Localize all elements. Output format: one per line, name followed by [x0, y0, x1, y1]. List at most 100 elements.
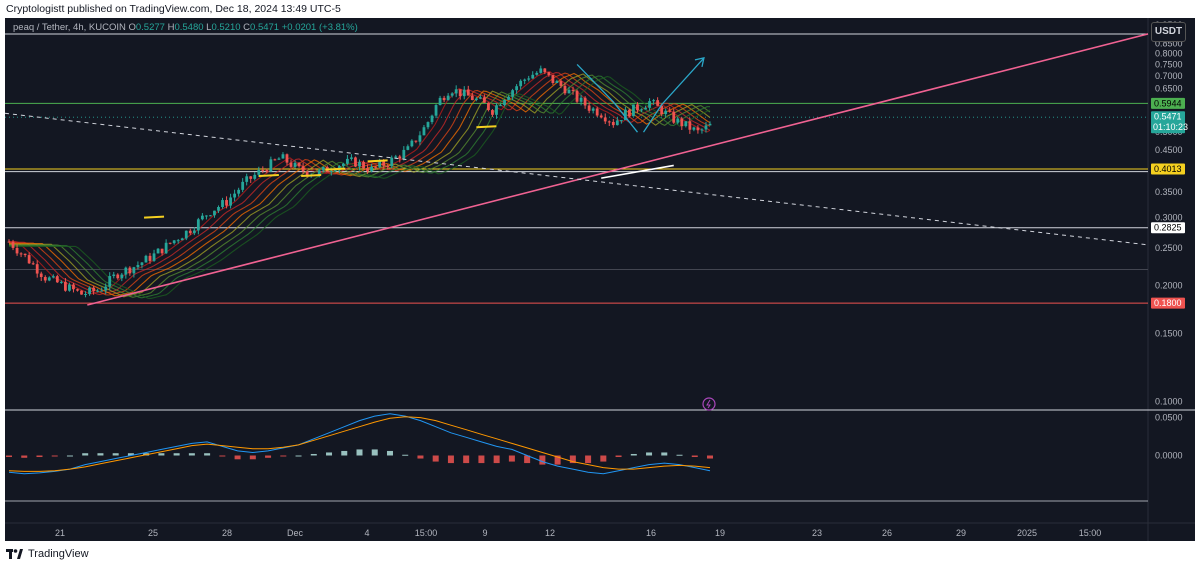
candle-body [410, 140, 414, 147]
candle-body [692, 127, 696, 130]
macd-histogram-bar [539, 455, 546, 465]
candle-body [438, 97, 442, 106]
candle-body [213, 210, 216, 216]
candle-body [76, 289, 79, 291]
candle-body [205, 215, 208, 217]
macd-histogram-bar [36, 455, 43, 458]
candle-body [47, 277, 51, 281]
candle-body [209, 215, 212, 217]
macd-histogram-bar [82, 453, 89, 456]
macd-histogram-bar [417, 455, 424, 459]
candle-body [607, 121, 611, 123]
macd-histogram-bar [508, 455, 515, 462]
candle-body [402, 149, 406, 159]
price-label-badge [1151, 111, 1185, 134]
macd-histogram-bar [280, 455, 287, 457]
time-tick-label: 21 [55, 528, 65, 538]
signal-line [8, 416, 711, 472]
candle-body [523, 79, 527, 81]
ema-ribbon-line [9, 72, 711, 296]
projection-left-path [576, 63, 639, 133]
candle-body [442, 97, 446, 101]
candle-body [160, 248, 164, 254]
time-tick-label: 25 [148, 528, 158, 538]
candle-body [656, 100, 660, 106]
candle-body [434, 105, 438, 116]
candle-body [225, 200, 228, 206]
yellow-mark [367, 159, 388, 163]
high-value: 0.5480 [174, 22, 204, 33]
candle-body [172, 240, 176, 244]
candle-body [51, 276, 55, 278]
candle-body [499, 105, 502, 107]
candle-body [390, 157, 394, 167]
candle-body [11, 241, 15, 248]
candle-body [644, 107, 647, 110]
symbol-legend[interactable]: peaq / Tether, 4h, KUCOIN O0.5277 H0.548… [13, 22, 358, 33]
candle-body [108, 276, 112, 287]
candle-body [491, 110, 494, 115]
drawings-layer [5, 33, 1149, 411]
macd-indicator-layer: 0.0500 0.0000 [6, 413, 1183, 475]
low-value: 0.5210 [211, 22, 241, 33]
price-tick-label: 0.2000 [1155, 280, 1183, 290]
macd-histogram-bar [569, 455, 576, 464]
candle-body [406, 146, 410, 150]
currency-button[interactable]: USDT [1151, 22, 1186, 42]
macd-histogram-bar [173, 453, 180, 456]
candles-layer [7, 65, 712, 298]
macd-histogram-bar [630, 453, 637, 456]
macd-histogram-bar [6, 455, 12, 458]
price-axis-layer: 0.95000.90000.85000.80000.75000.70000.65… [1155, 20, 1183, 407]
candle-body [261, 169, 265, 171]
yellow-mark [325, 167, 346, 171]
candle-body [289, 162, 293, 167]
candle-body [100, 290, 104, 292]
candle-body [277, 158, 281, 160]
macd-histogram-bar [386, 450, 393, 456]
candle-body [84, 293, 87, 295]
candle-body [35, 264, 39, 274]
close-value: 0.5471 [250, 22, 280, 33]
candle-body [599, 115, 603, 118]
time-tick-label: 29 [956, 528, 966, 538]
symbol-name[interactable]: peaq / Tether, 4h, KUCOIN [13, 22, 126, 33]
ema-ribbon-line [9, 75, 710, 299]
candle-body [567, 89, 571, 94]
price-tick-label: 0.8000 [1155, 49, 1183, 59]
price-tick-label: 0.2500 [1155, 243, 1183, 253]
candle-body [128, 267, 132, 274]
price-label-text: 0.1800 [1154, 298, 1182, 308]
candle-body [350, 157, 353, 159]
candle-body [700, 129, 704, 131]
candle-body [104, 286, 108, 291]
candle-body [265, 170, 269, 172]
candle-body [245, 176, 249, 182]
candle-body [72, 284, 75, 290]
macd-histogram-bar [646, 452, 653, 456]
candle-body [120, 274, 124, 279]
time-tick-label: 28 [222, 528, 232, 538]
candle-body [366, 168, 369, 172]
price-tick-label: 0.4500 [1155, 145, 1183, 155]
candle-body [31, 263, 35, 265]
publisher-caption: Cryptologistt published on TradingView.c… [6, 3, 341, 15]
price-label-badge [1151, 222, 1185, 234]
candle-body [221, 200, 224, 207]
macd-histogram-bar [249, 455, 256, 460]
candle-body [704, 125, 708, 130]
candle-body [422, 127, 426, 136]
price-tick-label: 0.6500 [1155, 83, 1183, 93]
macd-histogram-bar [554, 455, 561, 465]
candle-body [229, 197, 232, 206]
alert-bolt-icon [706, 399, 711, 409]
macd-histogram-bar [707, 455, 713, 459]
time-axis-layer: 21 25 28 Dec 4 15:00 9 12 16 19 23 26 29 2025 15:00 [55, 528, 1101, 538]
candle-body [414, 140, 418, 142]
macd-histogram-bar [600, 455, 607, 462]
candle-body [321, 167, 325, 171]
macd-histogram-bar [219, 455, 226, 457]
candle-body [124, 267, 128, 275]
